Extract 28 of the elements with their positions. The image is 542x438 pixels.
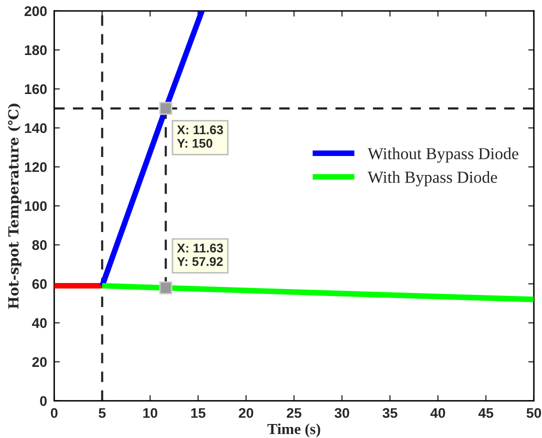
y-tick-label: 20 xyxy=(32,357,47,367)
annotation: X: 11.63 Y: 57.92 xyxy=(176,244,223,266)
y-tick-label: 80 xyxy=(32,240,47,250)
x-tick-label: 35 xyxy=(382,408,398,418)
legend-label: With Bypass Diode xyxy=(368,171,497,186)
y-tick-label: 180 xyxy=(24,45,47,56)
annotation: X: 11.63 Y: 150 xyxy=(176,125,223,148)
y-tick-label: 160 xyxy=(24,84,47,94)
y-axis-title: Hot-spot Temperature (℃) xyxy=(8,104,22,309)
y-tick-label: 200 xyxy=(24,6,47,16)
y-tick-label: 0 xyxy=(40,396,47,406)
x-tick-label: 40 xyxy=(430,408,446,418)
x-tick-label: 15 xyxy=(191,408,206,418)
x-tick-label: 45 xyxy=(478,408,494,418)
y-tick-label: 120 xyxy=(24,162,47,172)
x-axis-title: Time (s) xyxy=(267,423,320,438)
x-tick-label: 20 xyxy=(238,408,254,418)
y-tick-label: 60 xyxy=(32,279,47,289)
x-tick-label: 0 xyxy=(50,408,58,418)
x-tick-label: 30 xyxy=(334,408,350,418)
x-tick-label: 50 xyxy=(526,408,542,418)
x-tick-label: 5 xyxy=(98,408,106,418)
legend-label: Without Bypass Diode xyxy=(368,148,518,163)
y-tick-label: 140 xyxy=(24,123,47,134)
x-tick-label: 25 xyxy=(286,408,302,418)
y-tick-label: 100 xyxy=(24,201,47,212)
x-tick-label: 10 xyxy=(143,408,158,418)
y-tick-label: 40 xyxy=(32,318,47,328)
